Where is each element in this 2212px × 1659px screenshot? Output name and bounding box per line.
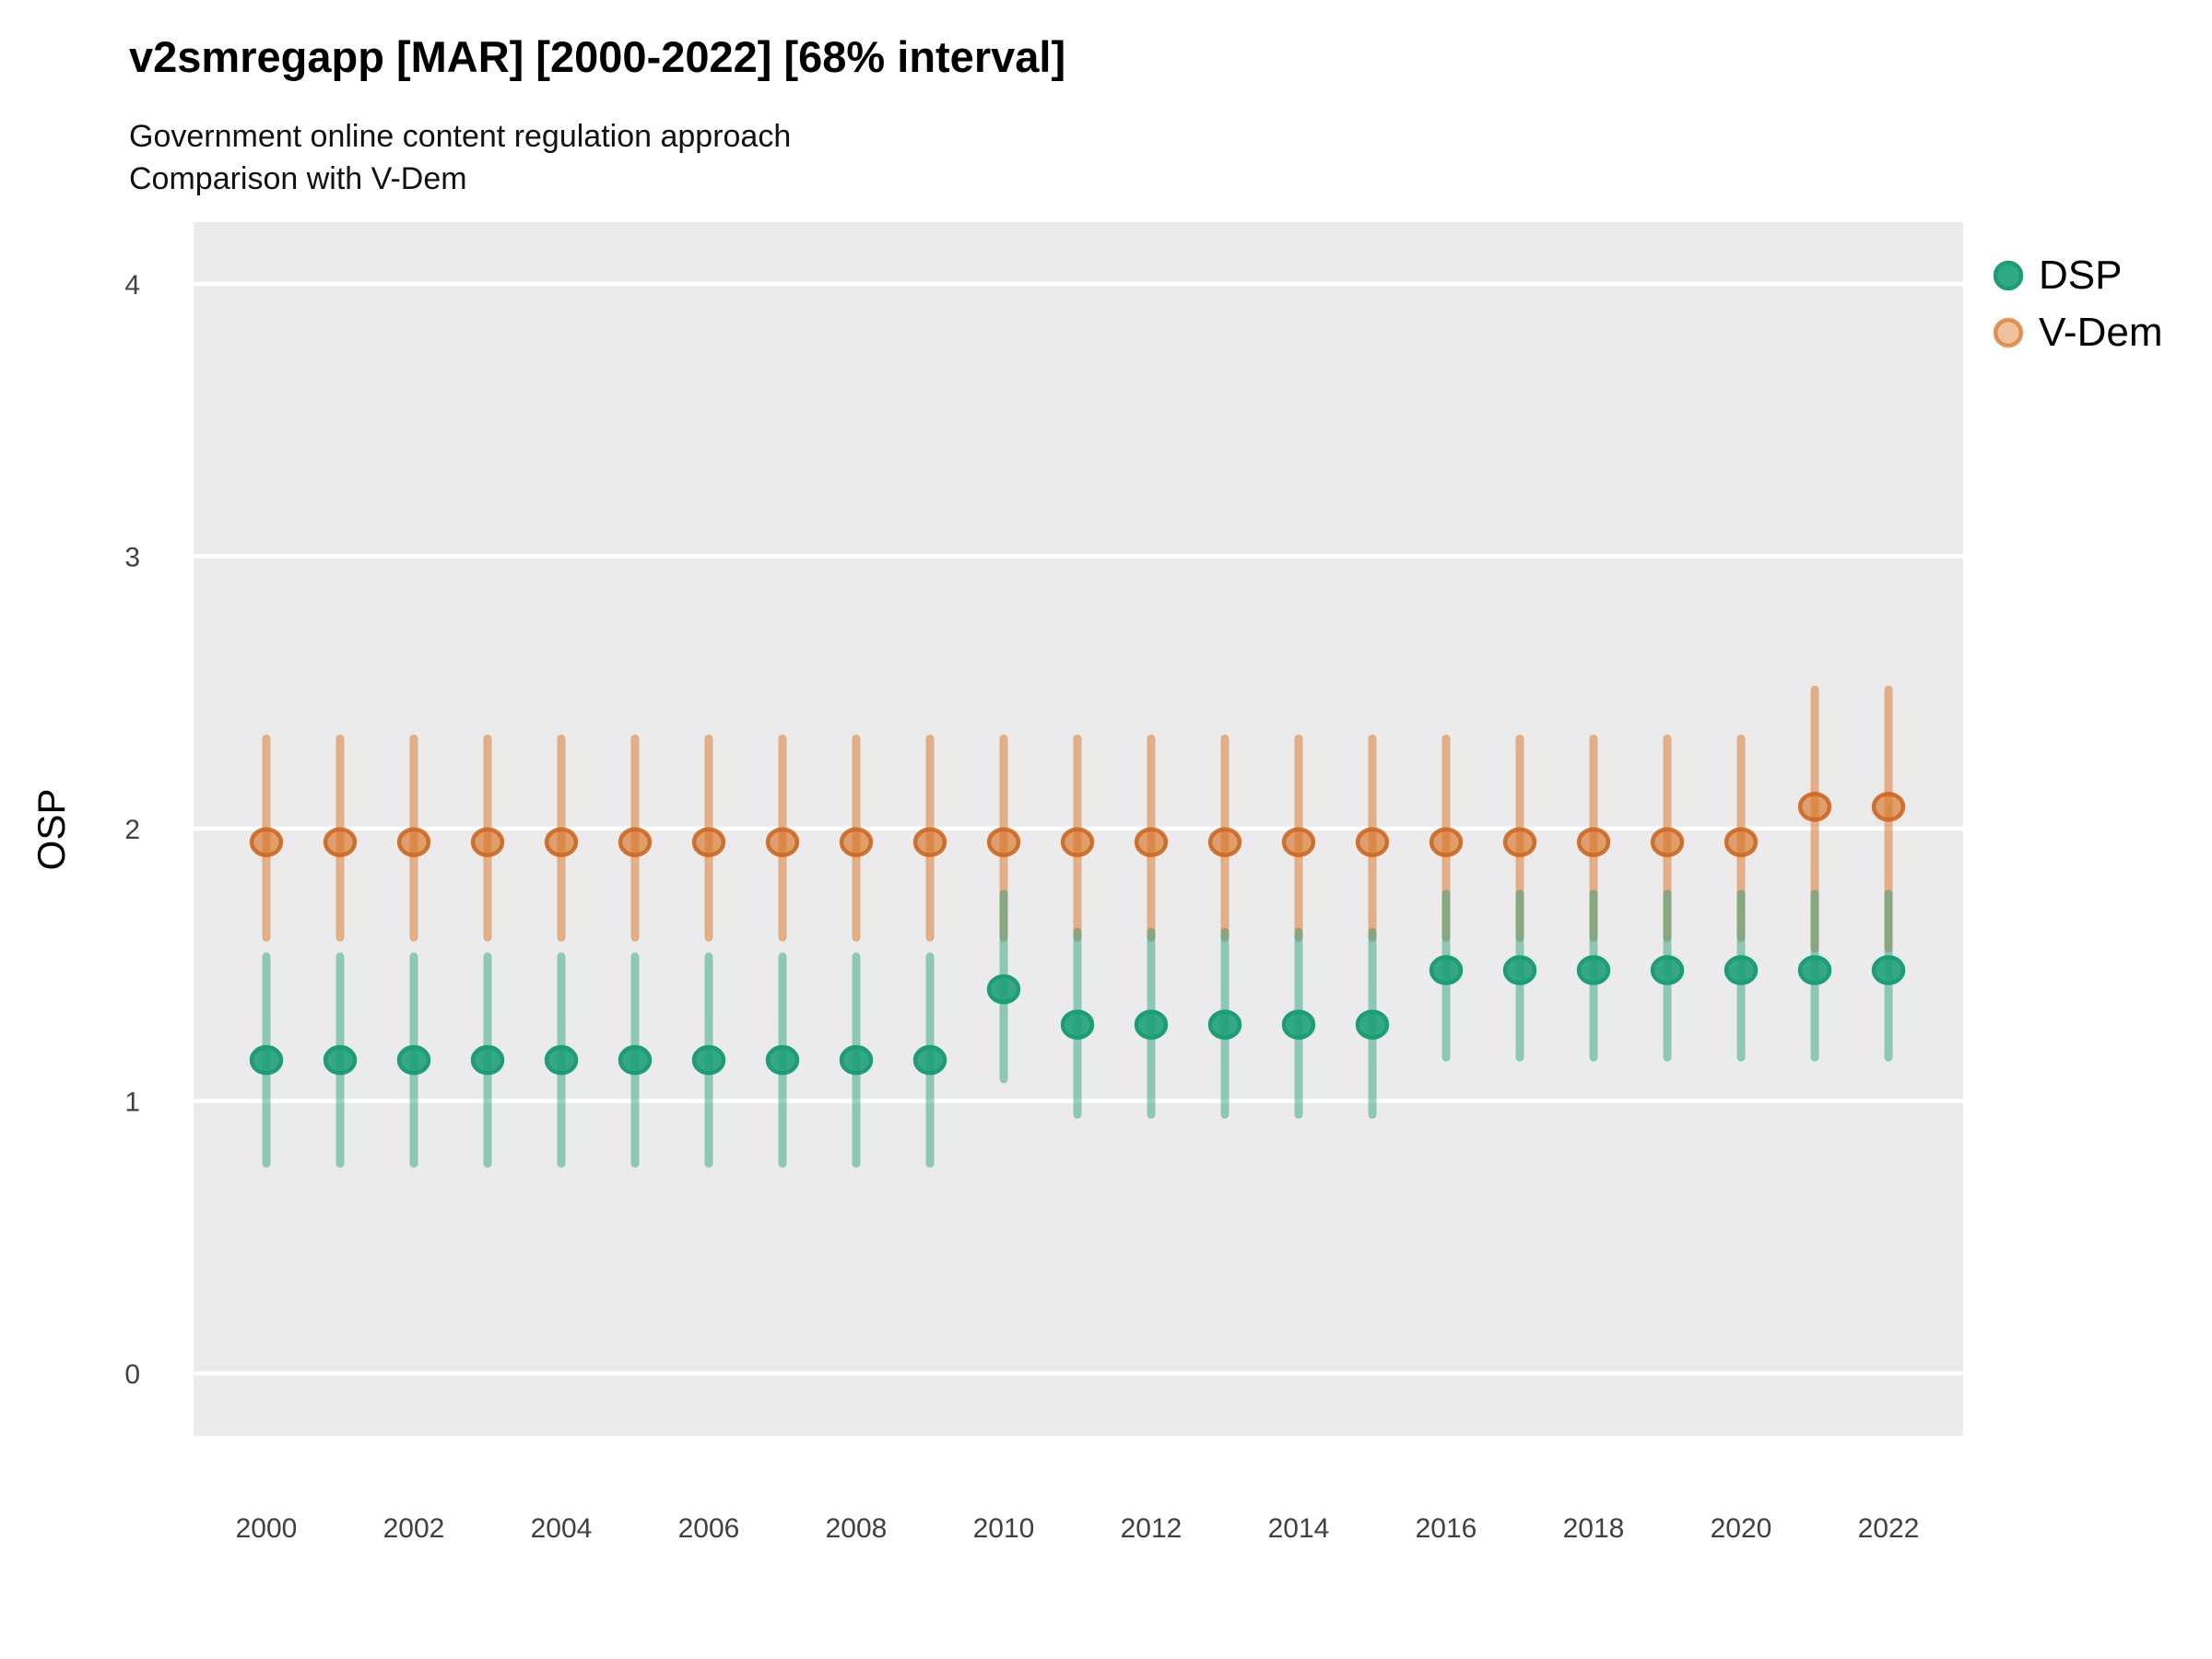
x-tick-label-2022: 2022: [1858, 1513, 1920, 1544]
dsp-point-2001: [323, 1044, 358, 1076]
vdem-point-2000: [249, 827, 284, 858]
dsp-point-2000: [249, 1044, 284, 1076]
dsp-point-2018: [1576, 955, 1611, 985]
vdem-point-2001: [323, 827, 358, 858]
vdem-point-2005: [618, 827, 653, 858]
chart-subtitle-line1: Government online content regulation app…: [129, 119, 792, 154]
x-tick-label-2014: 2014: [1268, 1513, 1330, 1544]
y-tick-label-0: 0: [124, 1359, 140, 1390]
vdem-point-2012: [1134, 827, 1169, 858]
vdem-point-2002: [396, 827, 431, 858]
legend-label-dsp: DSP: [2039, 253, 2123, 298]
y-tick-label-4: 4: [124, 270, 140, 300]
x-tick-label-2020: 2020: [1711, 1513, 1772, 1544]
dsp-point-2014: [1281, 1009, 1316, 1041]
chart-title: v2smregapp [MAR] [2000-2022] [68% interv…: [129, 32, 1066, 81]
x-tick-label-2000: 2000: [236, 1513, 298, 1544]
dsp-point-2002: [396, 1044, 431, 1076]
vdem-point-2016: [1429, 827, 1464, 858]
legend: DSP V-Dem: [1991, 247, 2162, 361]
x-tick-label-2016: 2016: [1416, 1513, 1477, 1544]
vdem-point-2017: [1502, 827, 1537, 858]
vdem-point-2006: [691, 827, 726, 858]
legend-dot-dsp-icon: [1993, 260, 2024, 291]
vdem-point-2014: [1281, 827, 1316, 858]
vdem-point-2013: [1207, 827, 1242, 858]
chart-subtitle-line2: Comparison with V-Dem: [129, 161, 467, 196]
dsp-point-2015: [1355, 1009, 1390, 1041]
vdem-point-2021: [1797, 792, 1832, 822]
x-tick-label-2010: 2010: [973, 1513, 1035, 1544]
vdem-point-2018: [1576, 827, 1611, 858]
dsp-point-2020: [1724, 955, 1759, 985]
legend-item-vdem: V-Dem: [1991, 304, 2162, 361]
vdem-point-2020: [1724, 827, 1759, 858]
dsp-point-2010: [986, 974, 1021, 1005]
y-axis-title: OSP: [29, 788, 73, 871]
vdem-point-2022: [1871, 792, 1906, 822]
legend-dot-vdem-icon: [1993, 317, 2024, 348]
x-tick-label-2012: 2012: [1121, 1513, 1182, 1544]
dsp-point-2008: [839, 1044, 874, 1076]
dsp-point-2004: [544, 1044, 579, 1076]
x-tick-label-2018: 2018: [1563, 1513, 1625, 1544]
dsp-point-2022: [1871, 955, 1906, 985]
x-tick-label-2002: 2002: [383, 1513, 445, 1544]
vdem-point-2010: [986, 827, 1021, 858]
y-tick-label-2: 2: [124, 815, 140, 845]
dsp-point-2016: [1429, 955, 1464, 985]
vdem-point-2015: [1355, 827, 1390, 858]
dsp-point-2017: [1502, 955, 1537, 985]
vdem-point-2009: [912, 827, 947, 858]
y-tick-label-3: 3: [124, 543, 140, 573]
dsp-point-2003: [470, 1044, 505, 1076]
y-tick-label-1: 1: [124, 1088, 140, 1118]
dsp-point-2006: [691, 1044, 726, 1076]
vdem-point-2007: [765, 827, 800, 858]
vdem-point-2008: [839, 827, 874, 858]
dsp-point-2019: [1650, 955, 1685, 985]
vdem-point-2003: [470, 827, 505, 858]
legend-item-dsp: DSP: [1991, 247, 2162, 304]
vdem-point-2019: [1650, 827, 1685, 858]
dsp-point-2013: [1207, 1009, 1242, 1041]
x-tick-label-2006: 2006: [678, 1513, 740, 1544]
dsp-point-2021: [1797, 955, 1832, 985]
x-tick-label-2008: 2008: [826, 1513, 888, 1544]
dsp-point-2012: [1134, 1009, 1169, 1041]
dsp-point-2011: [1060, 1009, 1095, 1041]
dsp-point-2009: [912, 1044, 947, 1076]
x-tick-label-2004: 2004: [531, 1513, 593, 1544]
vdem-point-2004: [544, 827, 579, 858]
dsp-point-2005: [618, 1044, 653, 1076]
dsp-point-2007: [765, 1044, 800, 1076]
legend-label-vdem: V-Dem: [2039, 310, 2163, 355]
vdem-point-2011: [1060, 827, 1095, 858]
